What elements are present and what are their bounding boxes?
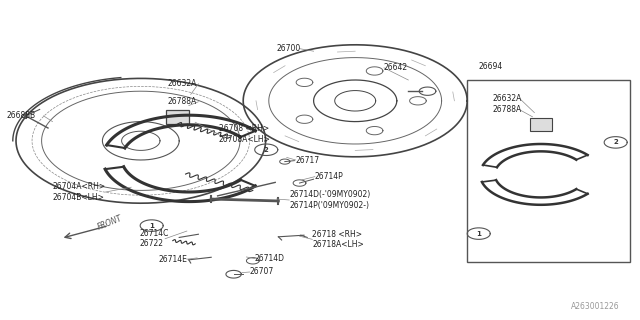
Text: 26714D: 26714D: [255, 254, 285, 263]
Text: 26688B: 26688B: [6, 111, 36, 120]
Bar: [166, 110, 189, 124]
Bar: [467, 80, 630, 262]
Text: 26714P('09MY0902-): 26714P('09MY0902-): [289, 201, 369, 210]
Text: 26642: 26642: [384, 63, 408, 72]
Text: 2: 2: [264, 147, 269, 153]
Text: 2: 2: [613, 140, 618, 145]
Text: 1: 1: [149, 223, 154, 228]
Text: 26714E: 26714E: [159, 255, 188, 264]
Text: 26714D(-'09MY0902): 26714D(-'09MY0902): [289, 190, 371, 199]
Text: 26722: 26722: [140, 239, 164, 248]
Text: 26704A<RH>: 26704A<RH>: [52, 182, 106, 191]
Text: FRONT: FRONT: [96, 214, 124, 232]
Text: A263001226: A263001226: [571, 302, 620, 311]
Bar: [530, 118, 552, 131]
Text: 26788A: 26788A: [168, 97, 197, 106]
Text: 26632A: 26632A: [168, 79, 197, 88]
Text: 26694: 26694: [479, 62, 503, 71]
Text: 26632A: 26632A: [493, 94, 522, 103]
Text: 26708 <RH>: 26708 <RH>: [219, 124, 269, 133]
Text: 26708A<LH>: 26708A<LH>: [219, 135, 271, 144]
Text: 26700: 26700: [276, 44, 301, 53]
Text: 26707: 26707: [250, 268, 274, 276]
Text: 26788A: 26788A: [493, 105, 522, 114]
Text: 26704B<LH>: 26704B<LH>: [52, 193, 104, 202]
Text: 26718A<LH>: 26718A<LH>: [312, 240, 364, 249]
Text: 26717: 26717: [296, 156, 320, 164]
Text: 26714C: 26714C: [140, 229, 169, 238]
Text: 26718 <RH>: 26718 <RH>: [312, 230, 362, 239]
Text: 1: 1: [476, 231, 481, 236]
Text: 26714P: 26714P: [315, 172, 344, 181]
